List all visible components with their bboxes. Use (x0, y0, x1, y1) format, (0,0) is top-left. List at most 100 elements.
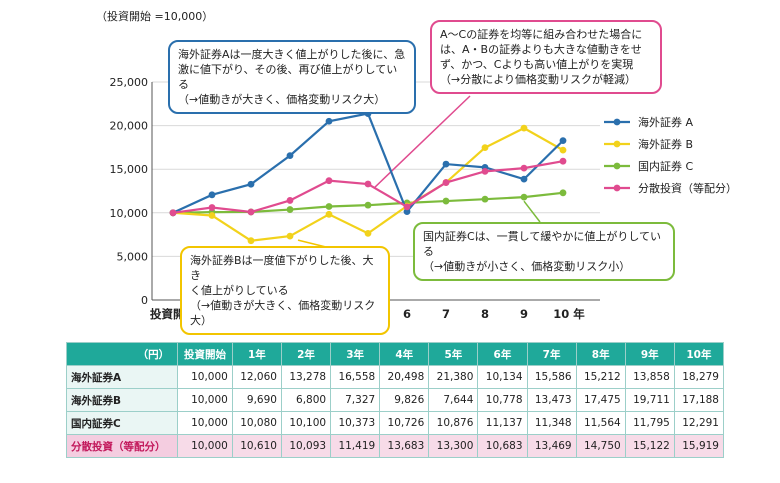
data-table: （円） 投資開始 1年 2年 3年 4年 5年 6年 7年 8年 9年 10年 海外証券A 10,000… (65, 342, 725, 458)
table-column-header: 2年 (280, 342, 332, 366)
table-cell: 10,726 (379, 411, 430, 435)
base-note: （投資開始 =10,000） (96, 9, 213, 23)
connector-c (523, 200, 541, 223)
series-point-3 (442, 197, 450, 205)
table-column-header: 6年 (477, 342, 528, 366)
series-point-1 (208, 191, 216, 199)
table-cell: 15,586 (526, 365, 577, 389)
table-cell: 10,000 (177, 365, 233, 389)
table-cell: 13,683 (379, 434, 430, 458)
series-point-3 (559, 189, 567, 197)
table-cell: 13,469 (526, 434, 577, 458)
legend-label: 海外証券 B (638, 137, 693, 151)
series-point-1 (520, 175, 528, 183)
table-cell: 10,000 (177, 434, 233, 458)
table-column-header: 4年 (379, 342, 430, 366)
table-cell: 10,000 (177, 388, 233, 412)
table-cell: 15,122 (624, 434, 675, 458)
table-cell: 11,795 (624, 411, 675, 435)
x-tick-label: 9 (520, 307, 528, 321)
table-cell: 7,644 (428, 388, 479, 412)
table-cell: 11,137 (477, 411, 528, 435)
series-point-1 (442, 160, 450, 168)
table-column-header: 10年 (673, 342, 725, 366)
table-column-header: 1年 (231, 342, 282, 366)
series-point-2 (520, 124, 528, 132)
series-point-2 (481, 144, 489, 152)
table-cell: 19,711 (624, 388, 675, 412)
table-cell: 12,291 (673, 411, 725, 435)
table-cell: 10,093 (280, 434, 332, 458)
series-point-3 (520, 193, 528, 201)
table-cell: 13,278 (280, 365, 332, 389)
legend-swatch-dot (613, 118, 621, 126)
table-row-header: 海外証券A (65, 365, 179, 389)
y-tick-label: 5,000 (117, 250, 149, 263)
table-cell: 10,080 (231, 411, 282, 435)
table-cell: 13,300 (428, 434, 479, 458)
series-point-2 (208, 212, 216, 219)
table-column-header: 9年 (624, 342, 675, 366)
table-cell: 9,826 (379, 388, 430, 412)
x-tick-label: 8 (481, 307, 489, 321)
table-row-header: 分散投資（等配分） (65, 434, 179, 458)
table-row: 海外証券A 10,000 12,060 13,278 16,558 20,498 21,38… (65, 365, 725, 389)
table-column-header: 5年 (428, 342, 479, 366)
table-cell: 15,919 (673, 434, 725, 458)
table-cell: 10,000 (177, 411, 233, 435)
series-point-3 (325, 203, 333, 210)
legend-swatch-dot (613, 162, 621, 170)
series-point-4 (208, 204, 216, 211)
series-point-3 (481, 195, 489, 203)
annotation-securities-a: 海外証券Aは一度大きく値上がりした後に、急 激に値下がり、その後、再び値上がりし… (168, 40, 416, 114)
table-row-header: 国内証券C (65, 411, 179, 435)
table-cell: 13,858 (624, 365, 675, 389)
table-column-header: 投資開始 (177, 342, 233, 366)
series-point-4 (325, 177, 333, 185)
y-tick-label: 15,000 (110, 163, 149, 176)
series-point-1 (559, 137, 567, 145)
connector-mix (373, 95, 471, 189)
table-cell: 9,690 (231, 388, 282, 412)
annotation-securities-c: 国内証券Cは、一貫して緩やかに値上がりしている （→値動きが小さく、価格変動リス… (413, 222, 675, 281)
table-column-header: 7年 (526, 342, 577, 366)
series-point-2 (325, 210, 333, 218)
y-tick-label: 0 (141, 294, 148, 307)
table-cell: 11,348 (526, 411, 577, 435)
series-point-4 (520, 164, 528, 172)
series-point-1 (403, 208, 411, 216)
series-point-2 (559, 146, 567, 154)
series-point-4 (559, 157, 567, 165)
y-tick-label: 25,000 (110, 76, 149, 89)
table-header-row: （円） 投資開始 1年 2年 3年 4年 5年 6年 7年 8年 9年 10年 (65, 342, 725, 366)
series-point-1 (286, 152, 294, 160)
line-chart: （投資開始 =10,000） 0 5,000 10,000 15,000 20,000 2… (96, 9, 737, 321)
series-point-1 (247, 180, 255, 188)
table-corner-unit: （円） (65, 342, 179, 366)
table-cell: 12,060 (231, 365, 282, 389)
series-point-4 (481, 167, 489, 175)
series-point-3 (364, 201, 372, 209)
table-cell: 10,134 (477, 365, 528, 389)
series-point-2 (286, 232, 294, 240)
table-cell: 7,327 (330, 388, 381, 412)
series-point-4 (169, 209, 177, 217)
series-point-4 (403, 203, 411, 211)
table-cell: 10,778 (477, 388, 528, 412)
annotation-diversified: A～Cの証券を均等に組み合わせた場合に は、A・Bの証券よりも大きな値動きをせ … (430, 20, 662, 94)
x-tick-label: 6 (403, 307, 411, 321)
table-cell: 10,610 (231, 434, 282, 458)
table-cell: 17,188 (673, 388, 725, 412)
series-point-4 (442, 179, 450, 186)
series-point-4 (247, 208, 255, 216)
table-cell: 17,475 (575, 388, 626, 412)
table-cell: 20,498 (379, 365, 430, 389)
table-row: 海外証券B 10,000 9,690 6,800 7,327 9,826 7,644 10,7… (65, 388, 725, 412)
table-row-header: 海外証券B (65, 388, 179, 412)
series-point-3 (286, 206, 294, 213)
table-cell: 10,876 (428, 411, 479, 435)
table-row: 国内証券C 10,000 10,080 10,100 10,373 10,726 10,87… (65, 411, 725, 435)
table-column-header: 3年 (330, 342, 381, 366)
y-tick-label: 20,000 (110, 120, 149, 133)
legend-label: 海外証券 A (638, 115, 693, 129)
